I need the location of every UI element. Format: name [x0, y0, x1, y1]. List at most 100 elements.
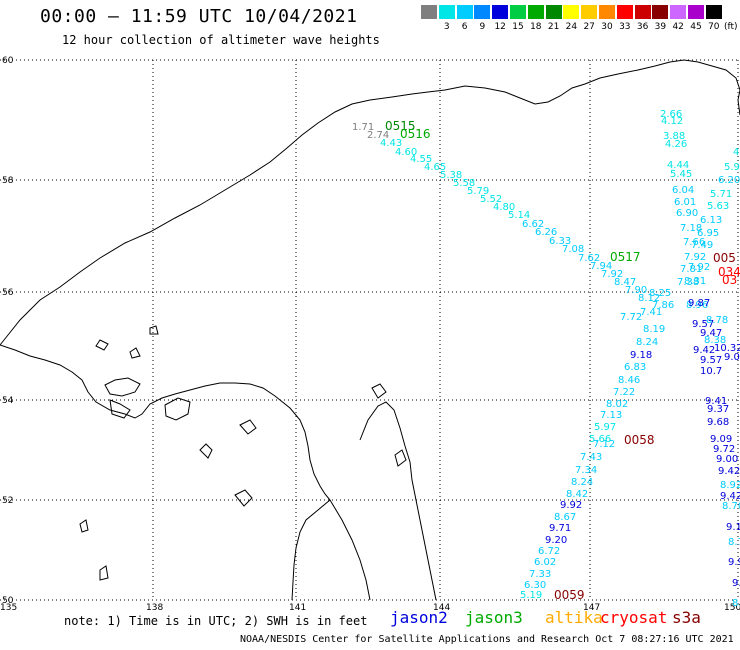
- wave-height-value: 9.3: [732, 578, 740, 589]
- wave-height-value: 4.26: [665, 139, 687, 150]
- wave-height-value: 7.92: [688, 262, 710, 273]
- wave-height-value: 4.44: [667, 160, 689, 171]
- wave-height-value: 6.20: [718, 175, 740, 186]
- track-time-label: 034: [718, 265, 740, 279]
- wave-height-value: 5.19: [520, 590, 542, 601]
- wave-height-value: 8.24: [636, 337, 658, 348]
- legend-label: 39: [654, 22, 667, 32]
- wave-height-value: 4: [733, 147, 739, 158]
- wave-height-value: 7.22: [613, 387, 635, 398]
- wave-height-value: 8.38: [704, 335, 726, 346]
- wave-height-value: 9.20: [545, 535, 567, 546]
- lon-label: 135: [0, 603, 17, 613]
- wave-height-value: 6.95: [697, 228, 719, 239]
- lat-label: 54: [2, 396, 14, 406]
- lat-labels: 60 58 56 54 52 50: [2, 56, 14, 606]
- legend-label: 21: [547, 22, 560, 32]
- legend-label: 18: [530, 22, 542, 32]
- wave-height-value: 6.90: [676, 208, 698, 219]
- legend-swatch: [474, 5, 491, 19]
- wave-height-value: 2.66: [660, 109, 682, 120]
- wave-height-value: 9.57: [692, 319, 714, 330]
- wave-height-value: 7.66: [683, 237, 705, 248]
- wave-height-value: 7.43: [580, 452, 602, 463]
- legend-label: 30: [601, 22, 613, 32]
- wave-height-value: 9.06: [724, 352, 740, 363]
- wave-height-value: 9.68: [707, 417, 729, 428]
- wave-height-value: 7.34: [575, 465, 597, 476]
- wave-height-value: 4.80: [493, 202, 515, 213]
- legend-label: 36: [636, 22, 649, 32]
- lon-labels: 135 138 141 144 147 150: [0, 603, 740, 613]
- legend-swatch: [705, 5, 722, 19]
- legend-label: 42: [672, 22, 684, 32]
- wave-height-value: 6.13: [700, 215, 722, 226]
- wave-height-value: 9.72: [713, 444, 735, 455]
- wave-height-value: 9.: [0, 0, 10, 3]
- wave-height-value: 7.38: [677, 277, 699, 288]
- wave-height-value: 6.83: [624, 362, 646, 373]
- wave-height-value: 7.92: [684, 252, 706, 263]
- legend-swatch: [421, 5, 437, 19]
- wave-height-value: 5.45: [670, 169, 692, 180]
- wave-height-value: 9.71: [549, 523, 571, 534]
- legend-label: 33: [619, 22, 631, 32]
- wave-height-value: 6.72: [538, 546, 560, 557]
- wave-height-value: 5.52: [480, 194, 502, 205]
- wave-height-value: 7.90: [625, 285, 647, 296]
- wave-height-value: 9.87: [688, 298, 710, 309]
- wave-height-value: 10.32: [714, 343, 740, 354]
- legend-label: 24: [565, 22, 578, 32]
- wave-height-value: 9.41: [705, 396, 727, 407]
- wave-height-value: 9.09: [710, 434, 732, 445]
- wave-height-value: 6.62: [522, 219, 544, 230]
- wave-height-value: 8.12: [638, 293, 660, 304]
- wave-height-value: 7.86: [652, 300, 674, 311]
- wave-height-value: 9.9: [728, 557, 740, 568]
- legend-swatch: [670, 5, 687, 19]
- wave-height-value: 7.33: [529, 569, 551, 580]
- wave-height-value: 8.02: [606, 399, 628, 410]
- wave-height-value: 5.38: [440, 170, 462, 181]
- coastline: [0, 59, 740, 601]
- wave-height-value: 8.: [732, 598, 740, 609]
- legend-label: 45: [690, 22, 702, 32]
- track-time-label: 005: [713, 251, 736, 265]
- wave-height-value: 7.49: [691, 240, 713, 251]
- wave-height-value: 8.46: [618, 375, 640, 386]
- wave-height-value: 8.42: [566, 489, 588, 500]
- legend-swatch: [599, 5, 615, 19]
- lon-label: 147: [583, 603, 600, 613]
- wave-height-value: 7.72: [620, 312, 642, 323]
- wave-height-value: 7.12: [593, 439, 615, 450]
- legend-label: 3: [443, 22, 450, 32]
- legend-swatch: [438, 5, 455, 19]
- wave-height-value: 5.97: [594, 422, 616, 433]
- wave-height-value: 6.30: [524, 580, 546, 591]
- lat-label: 60: [2, 56, 14, 66]
- wave-height-value: 9.42: [718, 466, 740, 477]
- satellite-name: jason3: [465, 608, 523, 627]
- legend-swatch: [616, 5, 633, 19]
- wave-height-value: 7.08: [562, 244, 584, 255]
- track-time-label: 0515: [385, 119, 416, 133]
- wave-height-value: 6.33: [549, 236, 571, 247]
- legend-label: 15: [512, 22, 524, 32]
- wave-height-value: 4.55: [410, 154, 432, 165]
- lat-label: 58: [2, 176, 14, 186]
- wave-height-value: 7.94: [590, 261, 612, 272]
- footer-note: note: 1) Time is in UTC; 2) SWH is in fe…: [64, 614, 368, 628]
- legend-unit: (ft): [724, 22, 738, 32]
- wave-height-value: 7.13: [600, 410, 622, 421]
- legend-swatch: [581, 5, 598, 19]
- wave-height-value: 4.12: [661, 116, 683, 127]
- wave-height-value: 6.26: [535, 227, 557, 238]
- wave-height-value: 4.43: [380, 138, 402, 149]
- wave-height-value: 8.19: [643, 324, 665, 335]
- track-time-label: 0059: [554, 588, 585, 602]
- legend-swatch: [688, 5, 704, 19]
- wave-height-value: 5.14: [508, 210, 530, 221]
- wave-height-value: 4.60: [395, 147, 417, 158]
